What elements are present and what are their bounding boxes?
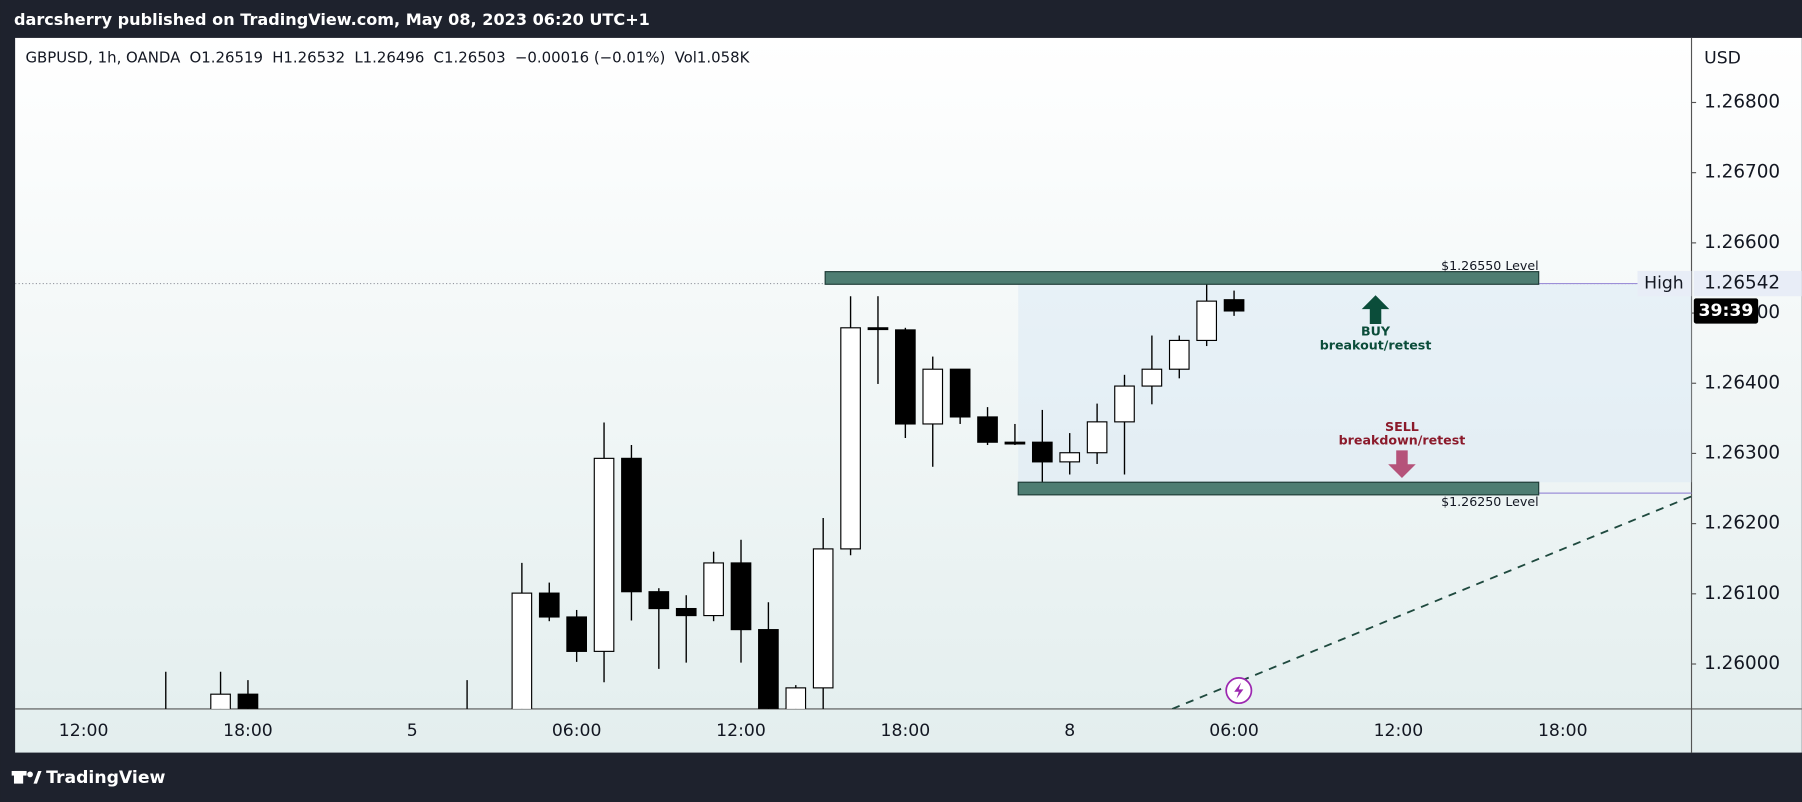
- x-tick-label: 18:00: [881, 721, 931, 741]
- candle-body: [977, 416, 998, 443]
- sell-arrow: [1388, 450, 1416, 478]
- buy-arrow: [1361, 295, 1390, 325]
- buy-note: breakout/retest: [1320, 337, 1432, 352]
- x-tick-label: 12:00: [716, 721, 766, 741]
- countdown: 39:39: [1699, 301, 1754, 321]
- legend: GBPUSD, 1h, OANDA O1.26519 H1.26532 L1.2649…: [25, 49, 750, 67]
- sell-note: breakdown/retest: [1339, 433, 1466, 448]
- legend-item: O1.26519: [190, 49, 263, 67]
- candle-body: [1141, 368, 1163, 387]
- candle-body: [703, 562, 724, 617]
- candle-body: [1196, 300, 1218, 342]
- candle-body: [648, 591, 670, 610]
- footer-logo: [11, 770, 42, 784]
- candle-body: [785, 687, 807, 709]
- level-zone: [1017, 481, 1540, 496]
- candle-body: [621, 457, 642, 593]
- candle-body: [1031, 441, 1053, 463]
- candle-body: [949, 368, 971, 418]
- legend-item: GBPUSD, 1h, OANDA: [25, 49, 181, 67]
- candle-body: [1168, 339, 1190, 370]
- candle-body: [538, 592, 560, 618]
- y-tick-label: 1.26300: [1704, 442, 1780, 463]
- x-tick-label: 12:00: [1374, 721, 1424, 741]
- high-value-label: 1.26542: [1704, 273, 1780, 294]
- high-tag-label: High: [1644, 274, 1684, 294]
- candle-body: [675, 607, 697, 617]
- high-tag: [1637, 270, 1692, 297]
- x-tick-label: 18:00: [1538, 721, 1588, 741]
- legend-item: −0.00016 (−0.01%): [515, 49, 666, 67]
- candle-body: [1114, 385, 1135, 423]
- candle-body: [511, 592, 533, 709]
- candle-body: [895, 329, 916, 425]
- axis-title: USD: [1704, 49, 1741, 69]
- countdown-box: [1693, 298, 1759, 324]
- candle-body: [922, 368, 944, 425]
- plot: $1.26550 Level $1.26250 Level BUYbreakout/…: [15, 258, 1692, 709]
- legend-item: C1.26503: [434, 49, 506, 67]
- footer: TradingView: [46, 768, 165, 788]
- candle-body: [730, 562, 752, 631]
- sell-note: SELL: [1385, 419, 1419, 434]
- x-tick-label: 12:00: [59, 721, 109, 741]
- y-tick-label: 1.26100: [1704, 583, 1780, 604]
- candle-body: [566, 616, 587, 652]
- candle-body: [237, 693, 259, 709]
- legend-item: L1.26496: [354, 49, 424, 67]
- legend-item: H1.26532: [272, 49, 345, 67]
- candle-body: [210, 693, 231, 709]
- axes: 1.26000 1.26100 1.26200 1.26300 1.26400 1.265…: [59, 91, 1802, 741]
- trend-line: [1171, 495, 1692, 709]
- range-box: [1018, 284, 1692, 483]
- y-tick-label: 1.26400: [1704, 372, 1780, 393]
- candle-body: [758, 629, 779, 709]
- x-tick-label: 8: [1064, 721, 1075, 741]
- buy-note: BUY: [1361, 324, 1391, 339]
- header: darcsherry published on TradingView.com,…: [14, 10, 650, 29]
- level-zone: [824, 271, 1540, 285]
- event-icon: [1234, 682, 1244, 699]
- level-label: $1.26250 Level: [1441, 494, 1539, 509]
- candle-body: [840, 327, 861, 550]
- x-tick-label: 06:00: [1209, 721, 1259, 741]
- y-tick-label: 1.26200: [1704, 513, 1780, 534]
- candle-body: [1223, 299, 1245, 312]
- y-tick-label: 1.26700: [1704, 162, 1780, 183]
- candle-body: [1004, 441, 1026, 445]
- x-tick-label: 5: [407, 721, 418, 741]
- x-tick-label: 18:00: [223, 721, 273, 741]
- candle-body: [812, 548, 834, 689]
- candle-body: [593, 457, 615, 652]
- y-tick-label: 1.26600: [1704, 232, 1780, 253]
- candle-body: [1059, 452, 1081, 463]
- level-label: $1.26550 Level: [1441, 258, 1539, 273]
- y-tick-label: 1.26800: [1704, 91, 1780, 112]
- y-tick-label: 1.26000: [1704, 653, 1780, 674]
- high-value-tag: [1693, 270, 1802, 297]
- candle-body: [867, 327, 889, 331]
- legend-item: Vol1.058K: [675, 49, 751, 67]
- x-tick-label: 06:00: [552, 721, 602, 741]
- candle-body: [1086, 421, 1108, 454]
